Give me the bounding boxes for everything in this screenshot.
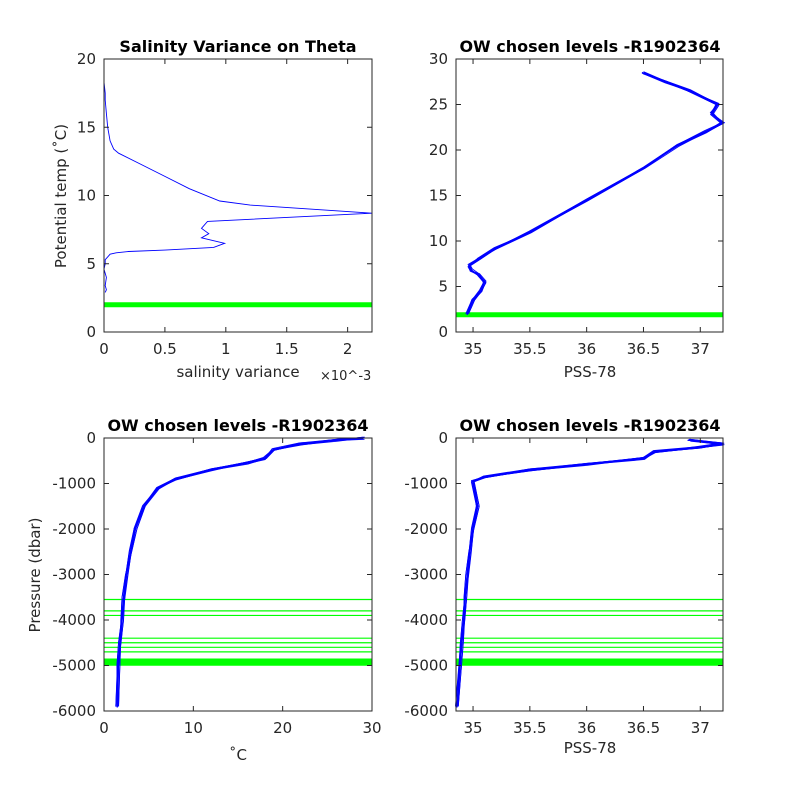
profile-line — [467, 72, 724, 314]
y-tick-label: 25 — [429, 96, 448, 114]
y-tick-label: -2000 — [52, 520, 96, 538]
profile-line — [456, 438, 723, 708]
y-axis-label: Potential temp (˚C) — [52, 124, 70, 268]
y-axis-label: Pressure (dbar) — [26, 518, 44, 633]
y-tick-label: 10 — [77, 187, 96, 205]
panel-title: OW chosen levels -R1902364 — [459, 37, 720, 56]
x-tick-label: 10 — [184, 719, 203, 737]
profile-line — [456, 439, 724, 707]
y-tick-label: -5000 — [404, 657, 448, 675]
profile-line — [467, 71, 723, 313]
y-tick-label: -1000 — [404, 475, 448, 493]
x-tick-label: 36.5 — [627, 340, 660, 358]
profile-line — [457, 439, 723, 707]
y-tick-label: -3000 — [404, 566, 448, 584]
x-tick-label: 35.5 — [513, 340, 546, 358]
x-axis-label: PSS-78 — [564, 739, 617, 757]
axes-box — [103, 437, 373, 712]
x-tick-label: 20 — [273, 719, 292, 737]
x-tick-label: 0.5 — [153, 340, 177, 358]
x-tick-label: 35 — [463, 340, 482, 358]
panel-salinity-variance: Salinity Variance on Theta salinity vari… — [52, 37, 373, 384]
x-tick-label: 30 — [362, 719, 381, 737]
profile-line — [457, 439, 723, 707]
x-tick-label: 36 — [577, 340, 596, 358]
y-tick-label: 5 — [86, 255, 96, 273]
x-tick-label: 35 — [463, 719, 482, 737]
x-tick-label: 1 — [221, 340, 231, 358]
profile-line — [466, 73, 724, 315]
profile-line — [465, 71, 724, 315]
profile-line — [466, 72, 725, 314]
y-tick-label: 20 — [77, 50, 96, 68]
y-tick-label: -3000 — [52, 566, 96, 584]
x-tick-label: 36 — [577, 719, 596, 737]
panel-title: OW chosen levels -R1902364 — [459, 416, 720, 435]
profile-line — [455, 438, 725, 707]
x-tick-label: 37 — [691, 719, 710, 737]
profile-line — [118, 437, 362, 707]
x-tick-label: 35.5 — [513, 719, 546, 737]
y-tick-label: 0 — [438, 323, 448, 341]
axes-box — [103, 58, 373, 333]
profile-line — [465, 72, 724, 314]
y-tick-label: -6000 — [404, 702, 448, 720]
panel-pressure-salinity: OW chosen levels -R1902364 PSS-78 35 35.5… — [404, 416, 725, 757]
x-tick-label: 1.5 — [275, 340, 299, 358]
profile-line — [456, 439, 724, 708]
y-tick-label: -2000 — [404, 520, 448, 538]
x-tick-label: 36.5 — [627, 719, 660, 737]
y-tick-label: 10 — [429, 232, 448, 250]
y-tick-label: -4000 — [404, 611, 448, 629]
profile-line — [117, 437, 364, 707]
profile-line — [115, 437, 364, 707]
x-axis-label: salinity variance — [176, 363, 299, 381]
profile-line — [457, 439, 723, 707]
axes-box — [455, 58, 724, 333]
profile-line — [467, 72, 724, 314]
profile-line — [456, 438, 724, 708]
y-tick-label: -4000 — [52, 611, 96, 629]
profile-line — [116, 436, 364, 708]
profile-line — [457, 439, 724, 707]
profile-line — [116, 437, 364, 708]
panel-title: OW chosen levels -R1902364 — [107, 416, 368, 435]
x-tick-label: 0 — [99, 719, 109, 737]
profile-line — [456, 439, 723, 708]
y-tick-label: 15 — [77, 118, 96, 136]
profile-line — [116, 436, 363, 708]
x-axis-label: PSS-78 — [564, 363, 617, 381]
x-tick-label: 2 — [343, 340, 353, 358]
y-tick-label: 5 — [438, 278, 448, 296]
y-tick-label: -6000 — [52, 702, 96, 720]
x-tick-label: 0 — [99, 340, 109, 358]
profile-line — [455, 440, 725, 707]
y-tick-label: -5000 — [52, 657, 96, 675]
profile-line — [116, 437, 363, 707]
y-tick-label: 0 — [86, 429, 96, 447]
x-axis-exponent: ×10^-3 — [320, 369, 371, 384]
axes-box — [455, 437, 724, 712]
y-tick-label: 30 — [429, 50, 448, 68]
profile-line — [467, 72, 726, 314]
profile-line — [116, 436, 365, 708]
y-tick-label: 0 — [86, 323, 96, 341]
profile-line — [103, 82, 373, 293]
y-tick-label: 15 — [429, 187, 448, 205]
y-tick-label: 0 — [438, 429, 448, 447]
profile-line — [118, 437, 362, 707]
panel-pressure-temperature: OW chosen levels -R1902364 ˚C Pressure (… — [26, 416, 382, 764]
profile-line — [117, 438, 364, 707]
panel-title: Salinity Variance on Theta — [119, 37, 356, 56]
x-axis-label: ˚C — [229, 746, 247, 764]
y-tick-label: 20 — [429, 141, 448, 159]
panel-theta-salinity: OW chosen levels -R1902364 PSS-78 35 35.5… — [429, 37, 726, 381]
y-tick-label: -1000 — [52, 475, 96, 493]
x-tick-label: 37 — [691, 340, 710, 358]
profile-line — [115, 437, 364, 707]
